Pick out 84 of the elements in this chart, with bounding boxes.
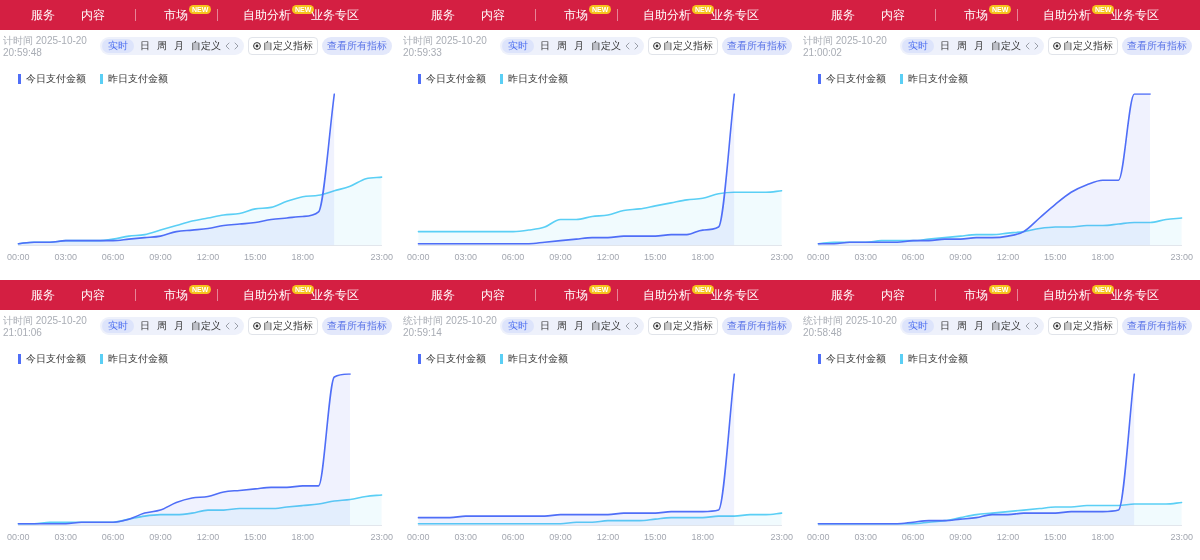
x-tick-label: 15:00: [644, 252, 667, 263]
button: 自定义指标: [248, 317, 318, 335]
x-tick-label: 03:00: [854, 252, 877, 263]
text: 计时间 2025-10-20 20:59:48: [3, 35, 88, 59]
segmented-control: 实时 日 周 月 自定义: [900, 317, 1044, 335]
x-tick-label: 00:00: [407, 252, 430, 263]
x-tick-label: 09:00: [149, 532, 172, 543]
x-tick-label: 18:00: [1091, 532, 1114, 543]
x-tick-label: 15:00: [244, 532, 267, 543]
segmented-control: 实时 日 周 月 自定义: [900, 37, 1044, 55]
x-tick-label: 18:00: [1091, 252, 1114, 263]
legend-label: 昨日支付金额: [108, 352, 168, 364]
x-tick-label: 03:00: [854, 532, 877, 543]
x-tick-label: 12:00: [596, 252, 620, 263]
x-tick-label: 23:00: [370, 252, 393, 263]
x-tick-label: 23:00: [1170, 252, 1193, 263]
x-tick-label: 00:00: [807, 532, 830, 543]
x-tick-label: 06:00: [901, 532, 925, 543]
x-tick-label: 18:00: [691, 252, 714, 263]
x-tick-label: 23:00: [1170, 532, 1193, 543]
x-tick-label: 06:00: [901, 252, 925, 263]
button: 自定义指标: [1048, 37, 1118, 55]
x-tick-label: 00:00: [407, 532, 430, 543]
legend-label: 昨日支付金额: [908, 72, 968, 84]
button: 自定义指标: [248, 37, 318, 55]
x-tick-label: 06:00: [501, 252, 525, 263]
x-tick-label: 00:00: [7, 532, 30, 543]
x-tick-label: 15:00: [1044, 532, 1067, 543]
x-tick-label: 09:00: [949, 532, 972, 543]
legend-label: 今日支付金额: [26, 352, 86, 364]
button: 查看所有指标: [722, 317, 792, 335]
x-tick-label: 12:00: [196, 252, 220, 263]
button: 查看所有指标: [322, 37, 392, 55]
legend-label: 今日支付金额: [426, 352, 486, 364]
x-tick-label: 12:00: [196, 532, 220, 543]
button: 自定义指标: [648, 317, 718, 335]
segmented-control: 实时 日 周 月 自定义: [500, 317, 644, 335]
x-tick-label: 15:00: [644, 532, 667, 543]
button: 查看所有指标: [322, 317, 392, 335]
text: 计时间 2025-10-20 21:01:06: [3, 315, 88, 339]
x-tick-label: 09:00: [549, 252, 572, 263]
x-tick-label: 18:00: [291, 252, 314, 263]
x-tick-label: 23:00: [770, 532, 793, 543]
button: 自定义指标: [648, 37, 718, 55]
x-tick-label: 15:00: [244, 252, 267, 263]
x-tick-label: 09:00: [149, 252, 172, 263]
x-tick-label: 15:00: [1044, 252, 1067, 263]
legend-label: 昨日支付金额: [908, 352, 968, 364]
legend-label: 昨日支付金额: [108, 72, 168, 84]
button: 查看所有指标: [1122, 317, 1192, 335]
text: 统计时间 2025-10-20 20:59:14: [403, 315, 498, 339]
x-tick-label: 09:00: [949, 252, 972, 263]
x-tick-label: 06:00: [101, 252, 125, 263]
text: 统计时间 2025-10-20 20:58:48: [803, 315, 898, 339]
x-tick-label: 09:00: [549, 532, 572, 543]
x-tick-label: 03:00: [454, 532, 477, 543]
text: 计时间 2025-10-20 20:59:33: [403, 35, 488, 59]
segmented-control: 实时 日 周 月 自定义: [100, 37, 244, 55]
legend-label: 今日支付金额: [826, 352, 886, 364]
x-tick-label: 03:00: [454, 252, 477, 263]
legend-label: 昨日支付金额: [508, 352, 568, 364]
x-tick-label: 18:00: [291, 532, 314, 543]
x-tick-label: 06:00: [101, 532, 125, 543]
button: 自定义指标: [1048, 317, 1118, 335]
x-tick-label: 23:00: [770, 252, 793, 263]
x-tick-label: 12:00: [596, 532, 620, 543]
segmented-control: 实时 日 周 月 自定义: [100, 317, 244, 335]
legend-label: 今日支付金额: [826, 72, 886, 84]
x-tick-label: 00:00: [7, 252, 30, 263]
x-tick-label: 03:00: [54, 532, 77, 543]
x-tick-label: 23:00: [370, 532, 393, 543]
x-tick-label: 00:00: [807, 252, 830, 263]
text: 计时间 2025-10-20 21:00:02: [803, 35, 888, 59]
x-tick-label: 18:00: [691, 532, 714, 543]
segmented-control: 实时 日 周 月 自定义: [500, 37, 644, 55]
legend-label: 今日支付金额: [426, 72, 486, 84]
x-tick-label: 06:00: [501, 532, 525, 543]
x-tick-label: 03:00: [54, 252, 77, 263]
legend-label: 昨日支付金额: [508, 72, 568, 84]
x-tick-label: 12:00: [996, 252, 1020, 263]
button: 查看所有指标: [1122, 37, 1192, 55]
x-tick-label: 12:00: [996, 532, 1020, 543]
legend-label: 今日支付金额: [26, 72, 86, 84]
button: 查看所有指标: [722, 37, 792, 55]
